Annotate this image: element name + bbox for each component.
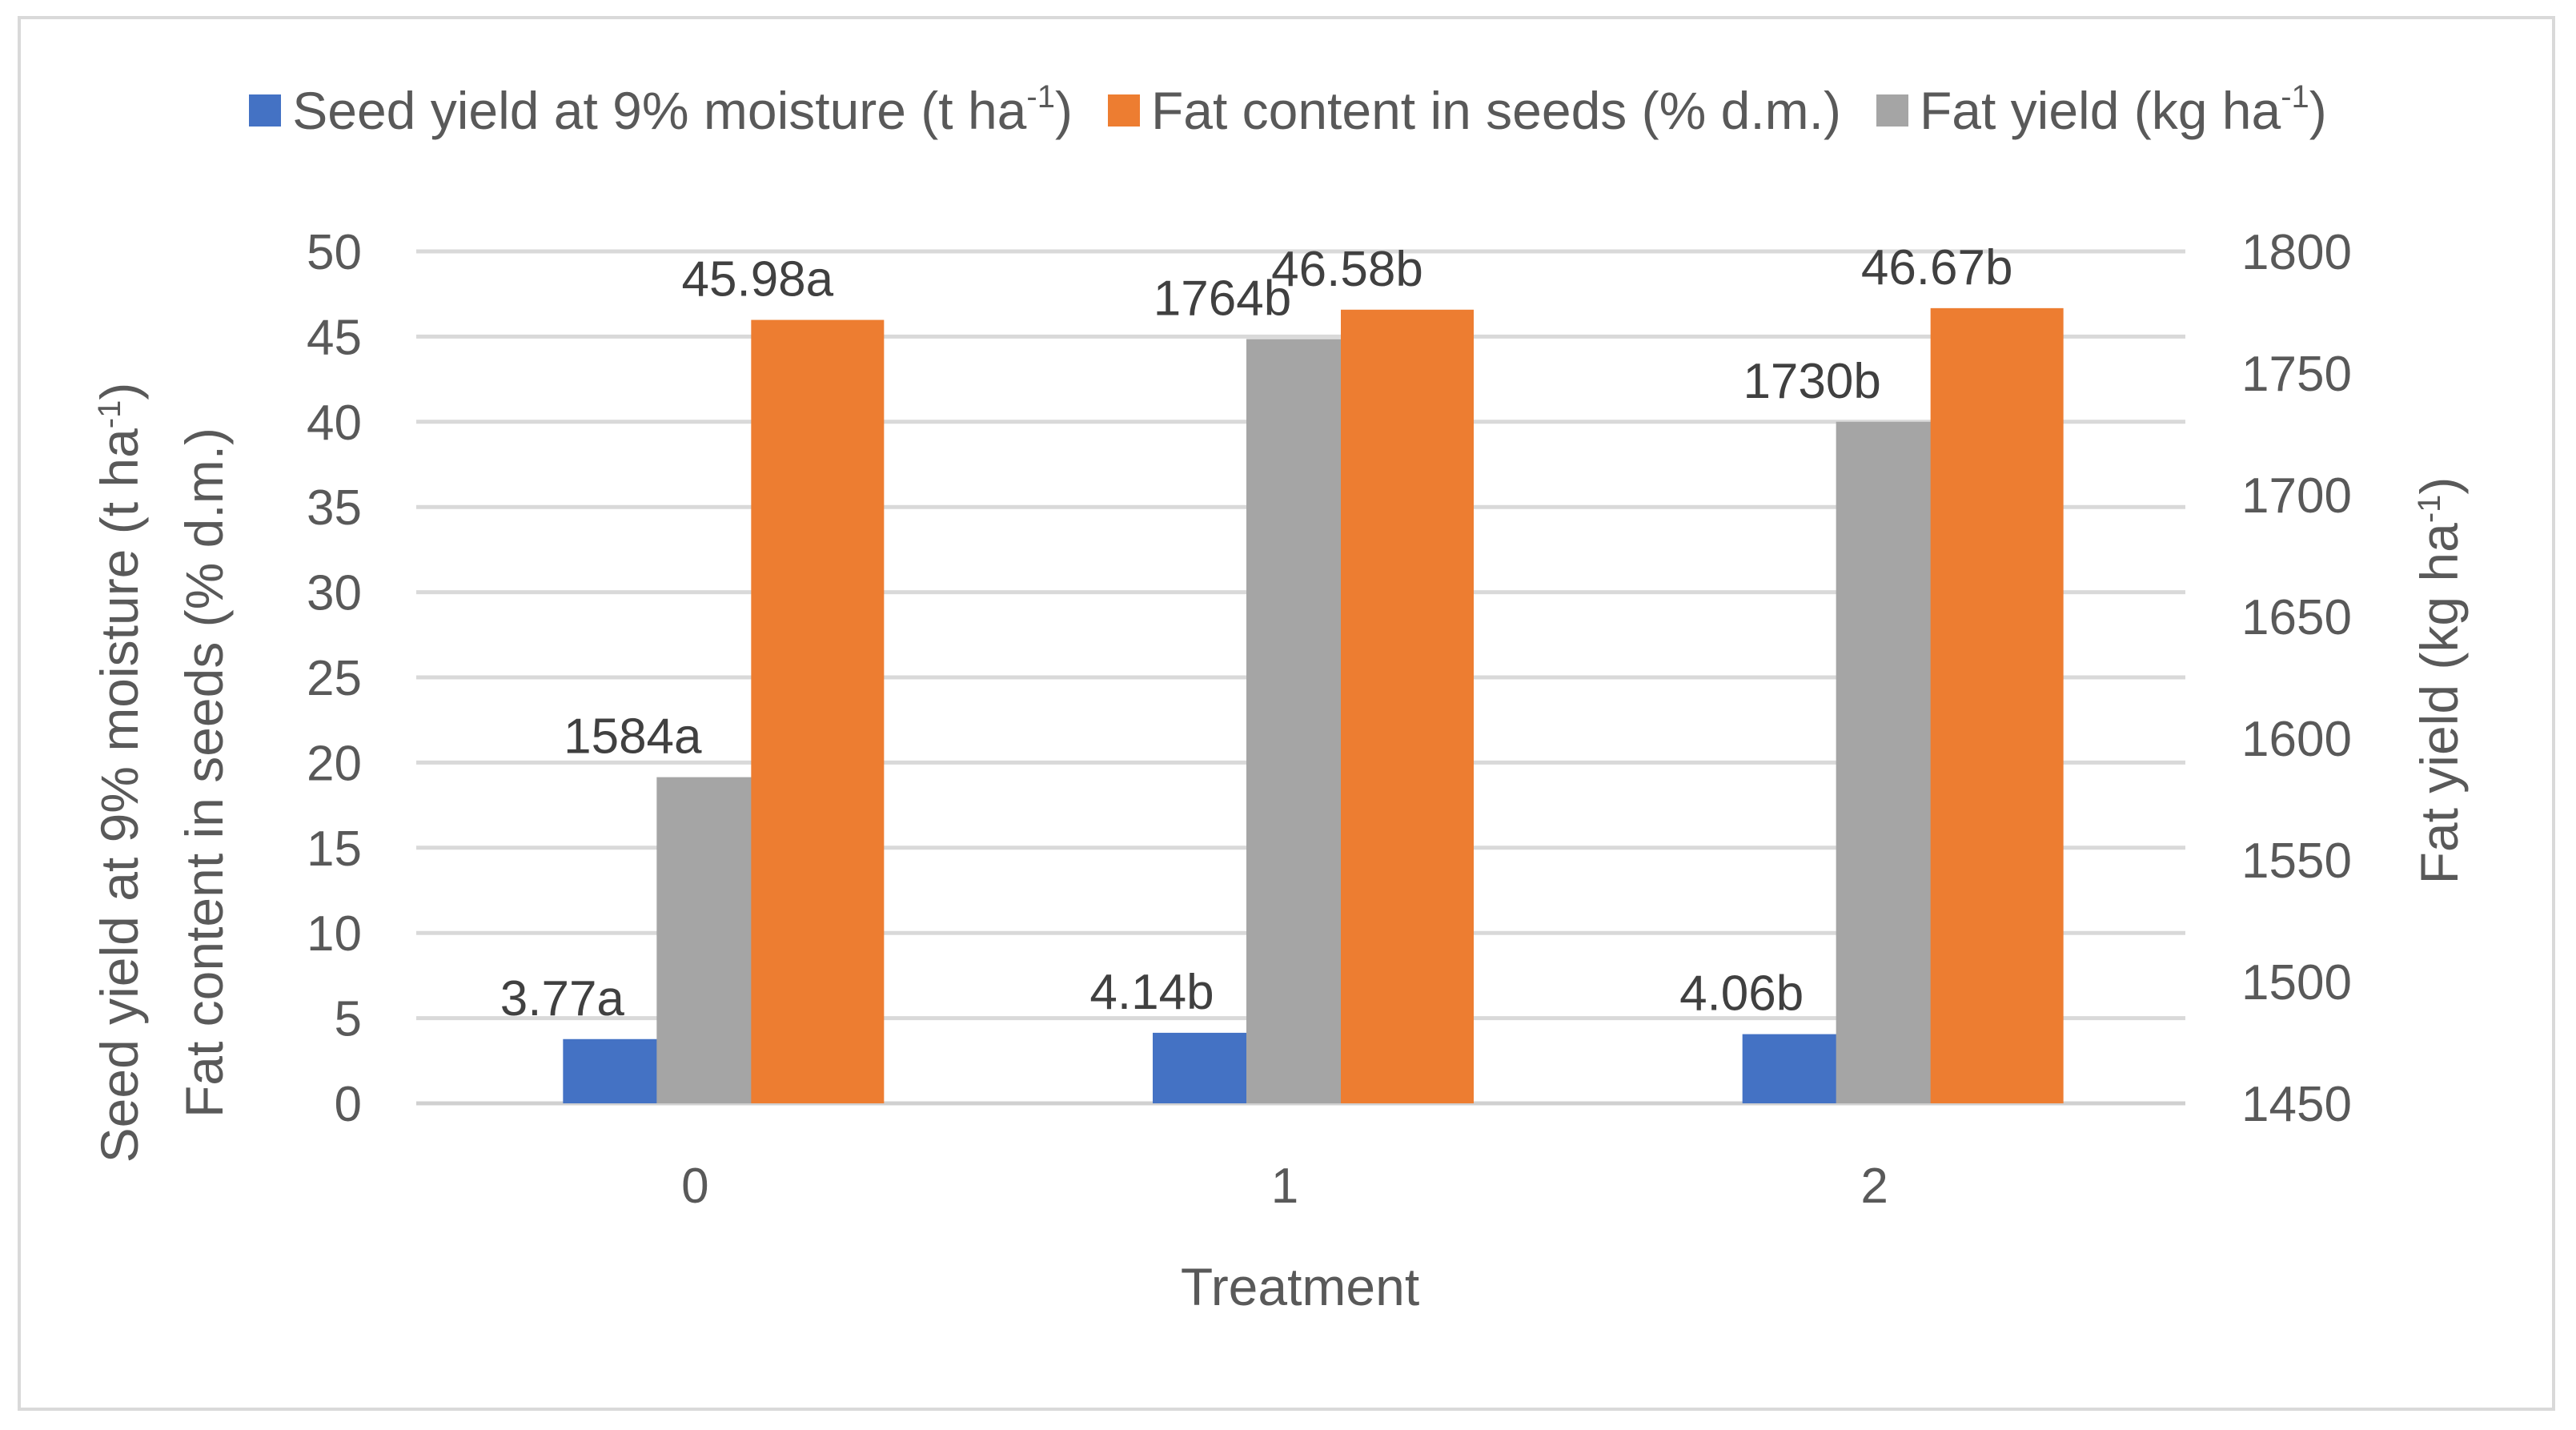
chart-legend: Seed yield at 9% moisture (t ha-1) Fat c… — [0, 79, 2576, 141]
bar-seed-yield-1 — [1153, 1032, 1247, 1103]
left-tick-label: 40 — [307, 396, 362, 451]
legend-label-fat-content: Fat content in seeds (% d.m.) — [1150, 81, 1841, 140]
right-tick-label: 1700 — [2241, 468, 2352, 524]
legend-item-seed-yield: Seed yield at 9% moisture (t ha-1) — [249, 79, 1073, 141]
right-tick-label: 1750 — [2241, 347, 2352, 402]
x-axis-title: Treatment — [1181, 1257, 1419, 1316]
bar-seed-yield-2 — [1742, 1034, 1837, 1103]
bar-fat-yield-2 — [1836, 421, 1948, 1103]
legend-label-fat-yield: Fat yield (kg ha-1) — [1919, 79, 2327, 140]
left-axis-title-line2: Fat content in seeds (% d.m.) — [175, 428, 234, 1118]
bar-fat-yield-1 — [1246, 339, 1358, 1103]
data-label-seed-yield-2: 4.06b — [1679, 966, 1804, 1022]
legend-swatch-fat-content — [1107, 94, 1140, 127]
data-label-fat-content-0: 45.98a — [682, 252, 834, 307]
axis-ticks: 0510152025303540455014501500155016001650… — [307, 225, 2352, 1214]
data-label-fat-yield-1: 1764b — [1154, 271, 1291, 326]
left-tick-label: 50 — [307, 225, 362, 280]
left-tick-label: 15 — [307, 821, 362, 877]
bar-fat-content-2 — [1930, 307, 2064, 1103]
bars — [563, 307, 2064, 1103]
right-tick-label: 1550 — [2241, 833, 2352, 889]
x-tick-label: 0 — [681, 1159, 708, 1214]
legend-label-seed-yield: Seed yield at 9% moisture (t ha-1) — [292, 79, 1073, 140]
right-tick-label: 1500 — [2241, 955, 2352, 1010]
data-label-fat-yield-2: 1730b — [1743, 354, 1880, 409]
data-label-seed-yield-1: 4.14b — [1089, 965, 1214, 1020]
right-axis-title: Fat yield (kg ha-1) — [2409, 477, 2469, 885]
left-tick-label: 30 — [307, 566, 362, 621]
bar-seed-yield-0 — [563, 1038, 658, 1103]
right-tick-label: 1650 — [2241, 590, 2352, 645]
left-tick-label: 10 — [307, 906, 362, 962]
left-tick-label: 0 — [335, 1077, 362, 1132]
bar-fat-content-0 — [751, 319, 885, 1103]
left-tick-label: 35 — [307, 480, 362, 536]
legend-swatch-fat-yield — [1876, 94, 1908, 127]
x-tick-label: 1 — [1271, 1159, 1298, 1214]
bar-fat-yield-0 — [656, 777, 769, 1103]
right-tick-label: 1450 — [2241, 1077, 2352, 1132]
left-tick-label: 5 — [335, 992, 362, 1047]
left-axis-title-line1: Seed yield at 9% moisture (t ha-1) — [90, 383, 149, 1163]
legend-item-fat-content: Fat content in seeds (% d.m.) — [1107, 80, 1841, 141]
bar-fat-content-1 — [1341, 309, 1474, 1103]
right-tick-label: 1600 — [2241, 712, 2352, 767]
legend-swatch-seed-yield — [249, 94, 282, 127]
left-tick-label: 20 — [307, 736, 362, 791]
data-label-fat-content-2: 46.67b — [1861, 240, 2013, 295]
data-label-fat-content-1: 46.58b — [1271, 242, 1423, 297]
data-label-seed-yield-0: 3.77a — [500, 971, 625, 1026]
right-tick-label: 1800 — [2241, 225, 2352, 280]
left-tick-label: 45 — [307, 310, 362, 365]
left-tick-label: 25 — [307, 651, 362, 706]
data-label-fat-yield-0: 1584a — [564, 709, 702, 765]
x-tick-label: 2 — [1860, 1159, 1888, 1214]
legend-item-fat-yield: Fat yield (kg ha-1) — [1876, 79, 2327, 141]
